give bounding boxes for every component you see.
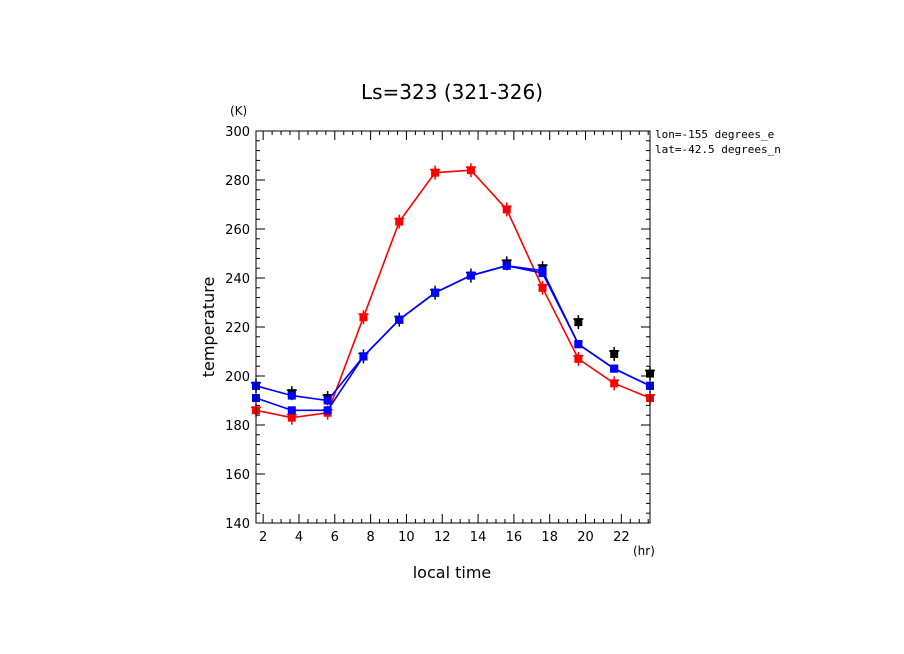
y-tick-label: 280 (225, 174, 250, 189)
series-2-marker (502, 261, 511, 270)
y-tick-label: 160 (225, 468, 250, 483)
x-axis-label: local time (413, 563, 492, 582)
y-tick-label: 140 (225, 517, 250, 532)
series-2-marker (466, 271, 475, 280)
series-layer (251, 163, 655, 425)
y-axis-label: temperature (199, 277, 218, 378)
latitude-annotation: lat=-42.5 degrees_n (655, 143, 781, 156)
x-tick-label: 20 (577, 530, 594, 545)
y-unit-label: (K) (230, 104, 247, 118)
series-0-line (255, 169, 651, 419)
y-tick-label: 180 (225, 419, 250, 434)
x-unit-label: (hr) (633, 544, 655, 558)
series-0-marker (574, 354, 583, 363)
series-2-marker (323, 406, 332, 415)
series-0-marker (610, 379, 619, 388)
y-tick-label: 300 (225, 125, 250, 140)
series-1-marker (323, 396, 332, 405)
y-tick-label: 260 (225, 223, 250, 238)
plot-frame (255, 130, 651, 524)
series-2-marker (359, 352, 368, 361)
x-tick-label: 6 (331, 530, 339, 545)
y-tick-label: 240 (225, 272, 250, 287)
axes: 140 160 180 200 220 240 260 280 300 2 4 6 8 10 12 14 16 1… (225, 125, 650, 545)
x-tick-label: 12 (434, 530, 451, 545)
series-0-marker (538, 283, 547, 292)
x-tick-label: 14 (470, 530, 487, 545)
series-2-marker (287, 406, 296, 415)
x-tick-label: 10 (398, 530, 415, 545)
series-2-line (255, 264, 651, 412)
series-2-marker (395, 315, 404, 324)
series-0-marker (287, 413, 296, 422)
chart-title: Ls=323 (321-326) (361, 80, 543, 104)
x-tick-label: 4 (295, 530, 303, 545)
series-0-marker (359, 313, 368, 322)
series-2-marker (538, 269, 547, 278)
series-2-marker (574, 340, 583, 349)
x-tick-label: 22 (613, 530, 630, 545)
series-1-marker (287, 391, 296, 400)
series-2-marker (431, 288, 440, 297)
series-2-marker (610, 364, 619, 373)
series-0-marker (395, 217, 404, 226)
observation-marker (574, 318, 583, 327)
longitude-annotation: lon=-155 degrees_e (655, 128, 774, 141)
series-1-line (255, 264, 651, 402)
series-0-marker (431, 168, 440, 177)
x-tick-label: 16 (506, 530, 523, 545)
observation-marker (610, 349, 619, 358)
x-tick-label: 18 (541, 530, 558, 545)
x-tick-label: 2 (259, 530, 267, 545)
series-0-marker (502, 205, 511, 214)
x-tick-label: 8 (366, 530, 374, 545)
y-tick-label: 200 (225, 370, 250, 385)
y-tick-label: 220 (225, 321, 250, 336)
series-0-marker (466, 166, 475, 175)
